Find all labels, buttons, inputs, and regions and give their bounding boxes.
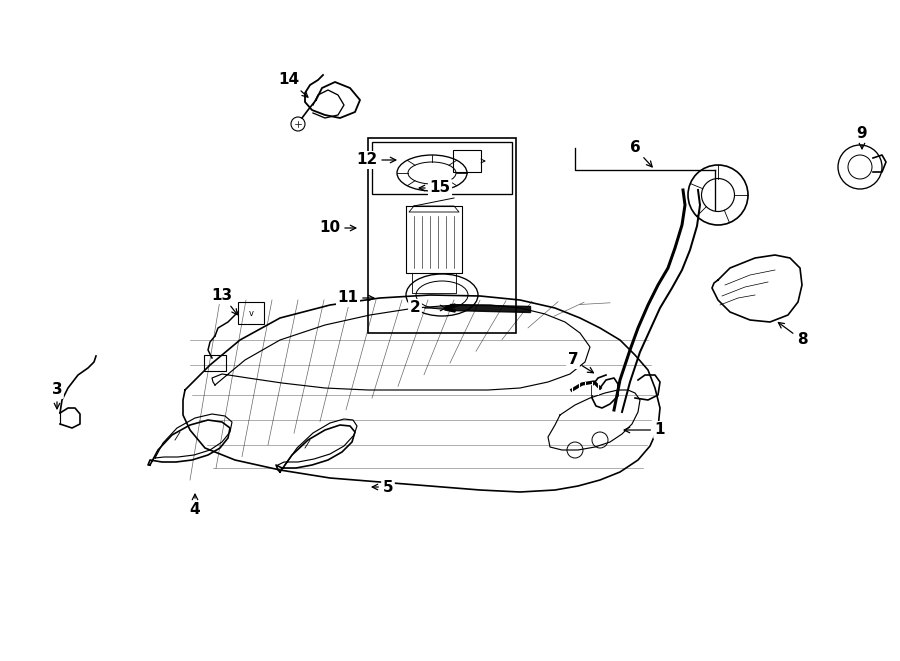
Text: 11: 11 [338, 290, 374, 305]
Text: v: v [248, 309, 254, 319]
Text: 3: 3 [51, 383, 62, 408]
Text: 5: 5 [373, 479, 393, 494]
Text: 2: 2 [410, 301, 446, 315]
Bar [238, 302, 264, 324]
Text: 8: 8 [778, 323, 807, 348]
Bar [453, 150, 481, 172]
Text: 7: 7 [568, 352, 593, 373]
Text: 6: 6 [630, 141, 652, 167]
Text: 1: 1 [625, 422, 665, 438]
Text: 15: 15 [419, 180, 451, 196]
Text: 14: 14 [278, 73, 308, 97]
Text: 13: 13 [212, 288, 238, 315]
Text: 4: 4 [190, 494, 201, 518]
Bar [204, 355, 226, 371]
Text: 9: 9 [857, 126, 868, 149]
Polygon shape [445, 304, 455, 312]
Bar [372, 142, 512, 194]
Text: 10: 10 [320, 221, 356, 235]
Text: 12: 12 [356, 153, 396, 167]
Bar [368, 138, 516, 333]
